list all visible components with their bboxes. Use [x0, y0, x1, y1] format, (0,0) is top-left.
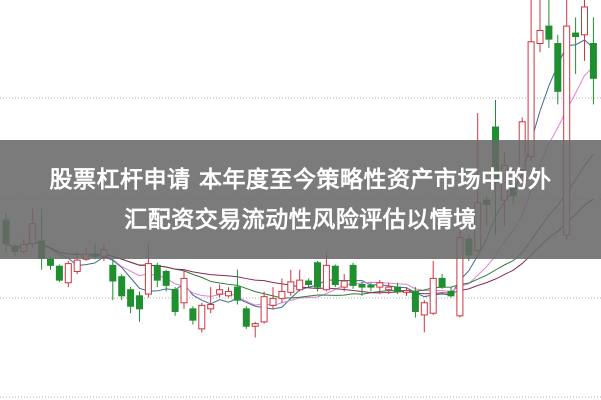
candle-up [581, 6, 588, 36]
candle-down [127, 289, 135, 307]
candle-down [153, 264, 161, 281]
candle-up [225, 290, 232, 297]
candle-up [73, 259, 81, 272]
candle-down [394, 286, 402, 292]
candle-down [136, 295, 143, 310]
candle-up [322, 264, 330, 291]
candle-down [55, 265, 63, 281]
candle-down [349, 264, 357, 286]
candle-down [118, 276, 126, 297]
candle-down [358, 283, 366, 288]
candle-up [385, 286, 393, 291]
candle-down [331, 265, 339, 285]
candle-down [305, 280, 313, 285]
candle-down [572, 32, 580, 38]
candle-down [162, 270, 170, 286]
candle-up [216, 289, 224, 295]
candle-down [109, 264, 117, 282]
candle-down [438, 277, 446, 288]
title-line-1: 股票杠杆申请 本年度至今策略性资产市场中的外 [49, 166, 552, 193]
candle-down [189, 308, 197, 321]
candle-up [429, 277, 437, 314]
candle-up [207, 304, 215, 310]
candle-down [447, 290, 455, 297]
candle-down [367, 284, 375, 288]
candle-up [180, 277, 188, 304]
candle-up [269, 297, 277, 306]
candle-up [376, 282, 384, 288]
candle-up [420, 302, 428, 316]
candle-down [314, 262, 321, 288]
candle-up [403, 290, 410, 293]
candle-down [545, 25, 553, 40]
candle-up [64, 263, 72, 284]
candle-up [536, 29, 544, 45]
candle-down [47, 258, 54, 266]
candle-up [144, 263, 152, 295]
candle-down [554, 43, 562, 92]
title-line-2: 汇配资交易流动性风险评估以情境 [124, 206, 477, 233]
candle-up [198, 304, 206, 330]
candle-down [171, 289, 179, 312]
candle-up [251, 323, 259, 327]
candle-up [296, 279, 304, 291]
candle-up [260, 296, 268, 323]
candle-up [287, 281, 295, 293]
candle-down [589, 43, 597, 79]
title-banner: 股票杠杆申请 本年度至今策略性资产市场中的外 汇配资交易流动性风险评估以情境 [0, 140, 601, 259]
candle-up [340, 280, 348, 288]
candle-up [278, 290, 286, 299]
candle-down [233, 286, 241, 301]
candle-down [411, 290, 419, 312]
candle-down [242, 308, 250, 327]
